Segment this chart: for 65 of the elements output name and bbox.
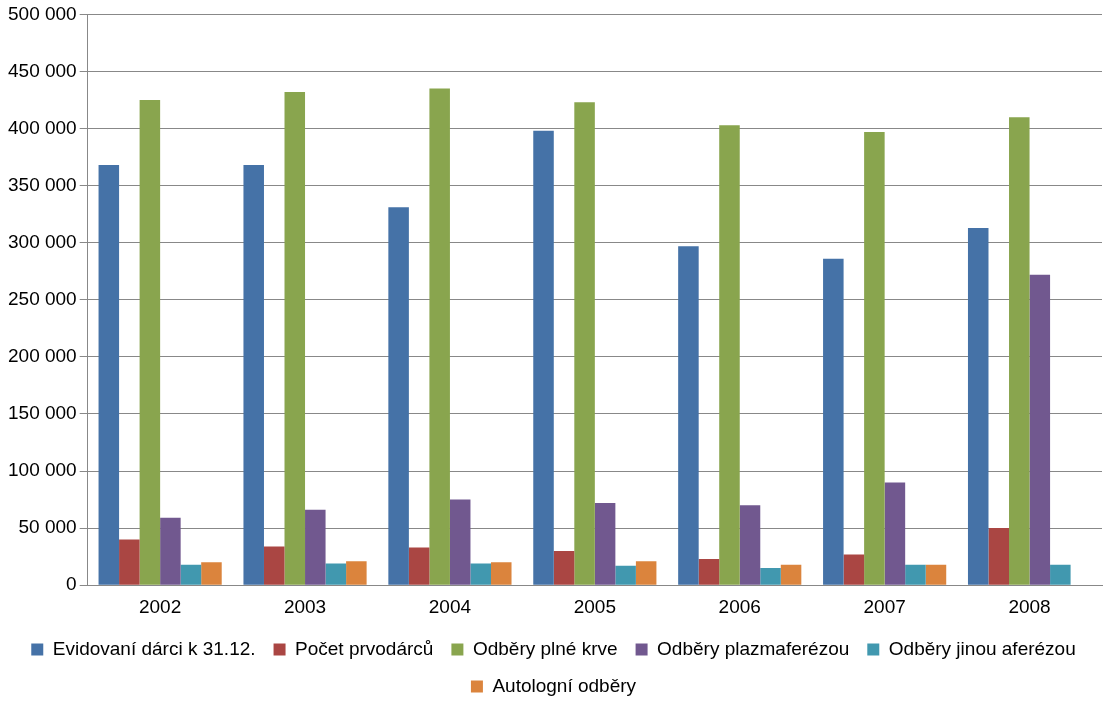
bar [160, 517, 181, 585]
y-tick-label: 250 000 [7, 288, 77, 310]
bar [284, 92, 306, 585]
legend-label: Počet prvodárců [295, 637, 434, 659]
bar [925, 564, 947, 585]
x-tick-label: 2008 [1008, 595, 1051, 617]
y-tick-label: 350 000 [7, 173, 77, 195]
y-tick-label: 150 000 [7, 402, 77, 424]
x-tick-label: 2007 [863, 595, 906, 617]
bar [1009, 117, 1030, 585]
bar [719, 125, 740, 585]
bar [760, 568, 781, 585]
x-tick-label: 2004 [428, 595, 472, 617]
y-tick-label: 200 000 [7, 345, 77, 367]
bar [635, 561, 657, 585]
bar [905, 564, 926, 585]
x-tick-label: 2003 [283, 595, 327, 617]
bar [823, 258, 844, 585]
bar [594, 503, 616, 585]
bar [739, 505, 761, 585]
y-tick-label: 500 000 [7, 2, 77, 24]
bar [470, 563, 491, 585]
bar [884, 482, 906, 585]
y-tick-label: 450 000 [7, 59, 77, 81]
bar [780, 564, 802, 585]
x-tick-label: 2005 [573, 595, 616, 617]
legend-label: Odběry jinou aferézou [888, 637, 1076, 659]
bar [119, 539, 140, 585]
bar [201, 562, 222, 585]
bar [180, 564, 202, 585]
bar [325, 563, 347, 585]
bar [533, 130, 554, 585]
legend-label: Odběry plazmaferézou [657, 637, 850, 659]
bar [615, 565, 636, 585]
x-tick-label: 2006 [718, 595, 761, 617]
bar [1029, 274, 1051, 585]
bar [449, 499, 471, 585]
bar [346, 561, 367, 585]
bar [305, 509, 326, 585]
legend-label: Odběry plné krve [472, 637, 618, 659]
bar [490, 562, 512, 585]
bar [553, 550, 575, 585]
bar [843, 554, 865, 585]
bar [864, 131, 885, 585]
bar [243, 165, 264, 585]
y-tick-label: 100 000 [7, 459, 77, 481]
bar [408, 547, 430, 585]
bar [263, 546, 285, 585]
bar [698, 558, 720, 585]
bar [1050, 564, 1071, 585]
y-tick-label: 50 000 [18, 516, 77, 538]
bar [429, 88, 450, 585]
bar [574, 102, 595, 585]
bar [388, 207, 409, 585]
y-tick-label: 400 000 [7, 116, 77, 138]
legend-label: Autologní odběry [492, 674, 637, 696]
y-tick-label: 300 000 [7, 230, 77, 252]
bar [967, 227, 989, 585]
x-tick-label: 2002 [138, 595, 182, 617]
bar [988, 528, 1010, 585]
bar [98, 165, 120, 585]
bar [139, 100, 161, 585]
bar [678, 246, 699, 585]
legend-label: Evidovaní dárci k 31.12. [52, 637, 256, 659]
y-tick-label: 0 [66, 573, 77, 595]
